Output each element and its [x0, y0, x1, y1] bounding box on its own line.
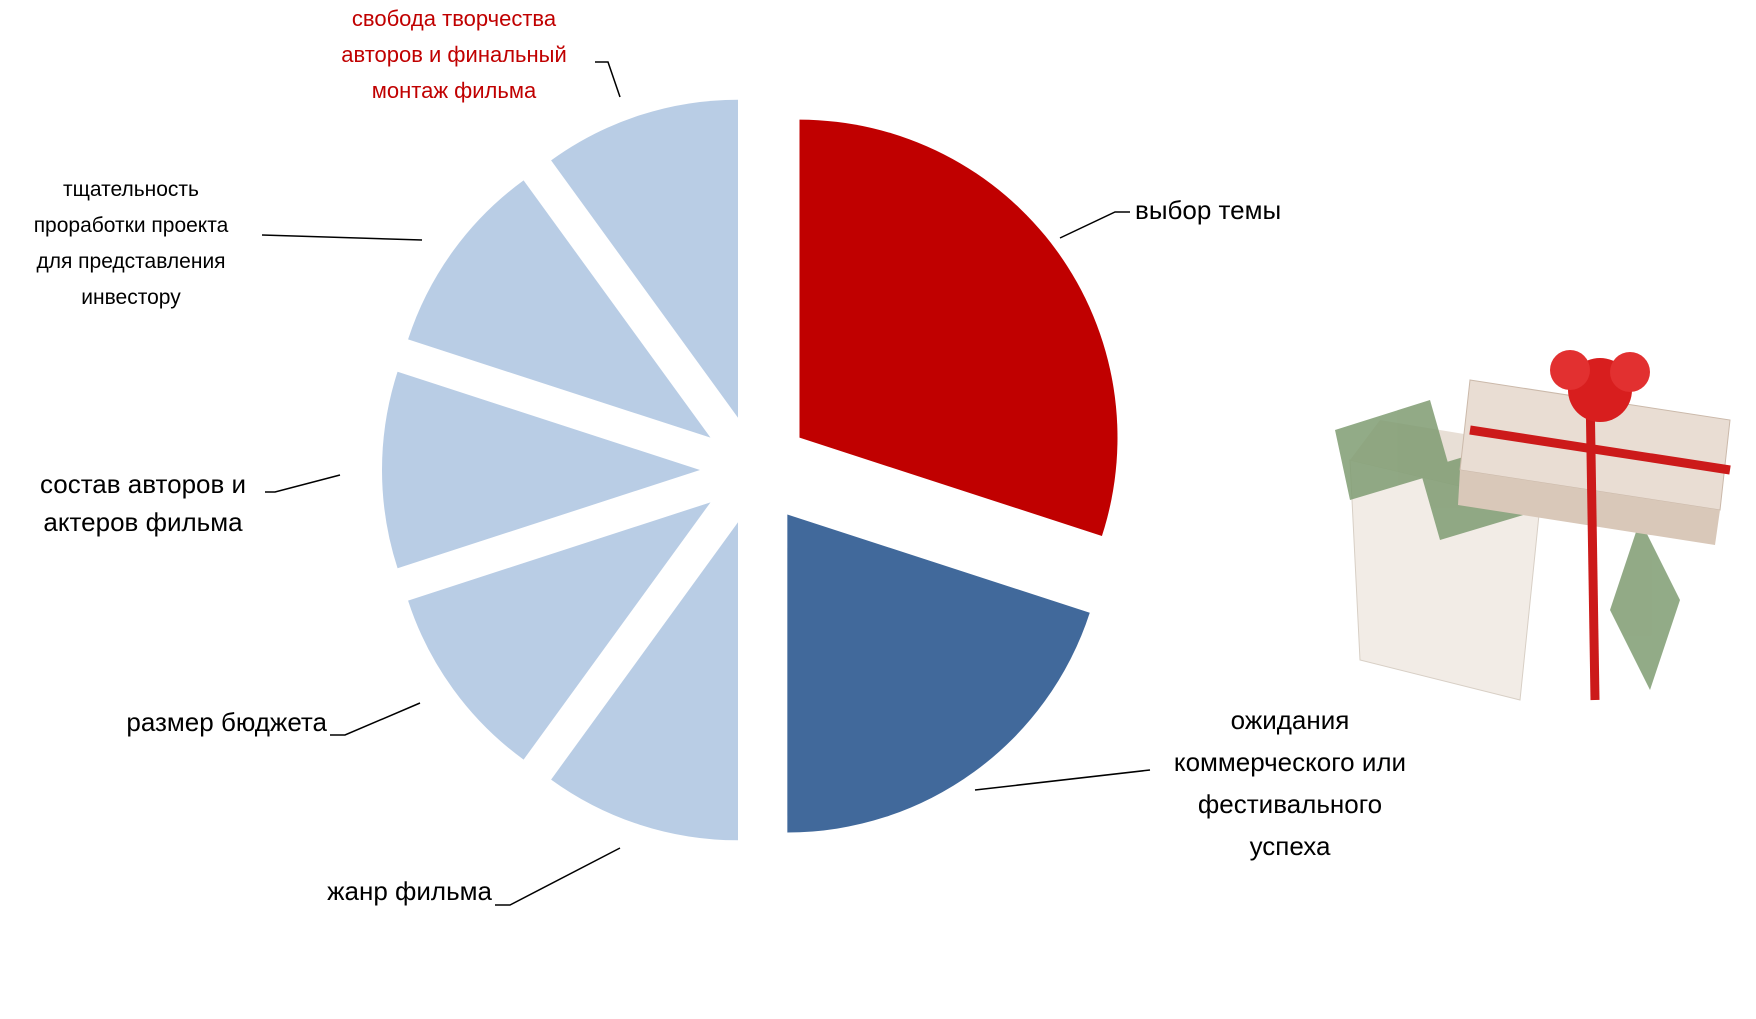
- leader-line: [1059, 211, 1130, 239]
- slice-label: жанр фильма: [327, 876, 492, 906]
- leader-line: [330, 702, 421, 736]
- leader-line: [974, 769, 1151, 791]
- slice-label: состав авторов и актеров фильма: [40, 469, 246, 537]
- leader-line: [595, 61, 621, 98]
- pie-slice: [551, 99, 739, 418]
- label-line: инвестору: [81, 286, 181, 309]
- label-line: выбор темы: [1135, 195, 1281, 225]
- pie-slice: [408, 502, 711, 760]
- label-line: размер бюджета: [126, 707, 327, 737]
- leader-line: [495, 847, 621, 906]
- slice-label: размер бюджета: [126, 707, 327, 737]
- label-line: коммерческого или: [1174, 747, 1406, 777]
- slice-label: свобода творчества авторов и финальный мон…: [341, 6, 567, 103]
- pie-slice: [799, 119, 1118, 536]
- label-line: успеха: [1250, 831, 1331, 861]
- label-line: состав авторов и: [40, 469, 246, 499]
- label-line: тщательность: [63, 178, 199, 201]
- slice-label: тщательность проработки проекта для предст…: [34, 178, 229, 309]
- slice-label: ожидания коммерческого или фестивального ус…: [1174, 705, 1406, 861]
- pie-slice: [787, 514, 1090, 833]
- label-line: проработки проекта: [34, 214, 229, 237]
- label-line: монтаж фильма: [372, 78, 537, 103]
- label-line: для представления: [36, 250, 225, 273]
- slice-label: выбор темы: [1135, 195, 1281, 225]
- label-line: ожидания: [1231, 705, 1350, 735]
- gift-illustration: [1335, 350, 1731, 701]
- label-line: фестивального: [1198, 789, 1382, 819]
- pie-slice: [382, 371, 700, 569]
- pie-slice: [551, 522, 739, 841]
- leader-line: [261, 234, 423, 241]
- label-line: авторов и финальный: [341, 42, 567, 67]
- leader-line: [265, 474, 341, 493]
- label-line: свобода творчества: [352, 6, 557, 31]
- label-line: жанр фильма: [327, 876, 492, 906]
- label-line: актеров фильма: [43, 507, 243, 537]
- pie-slice: [408, 180, 711, 438]
